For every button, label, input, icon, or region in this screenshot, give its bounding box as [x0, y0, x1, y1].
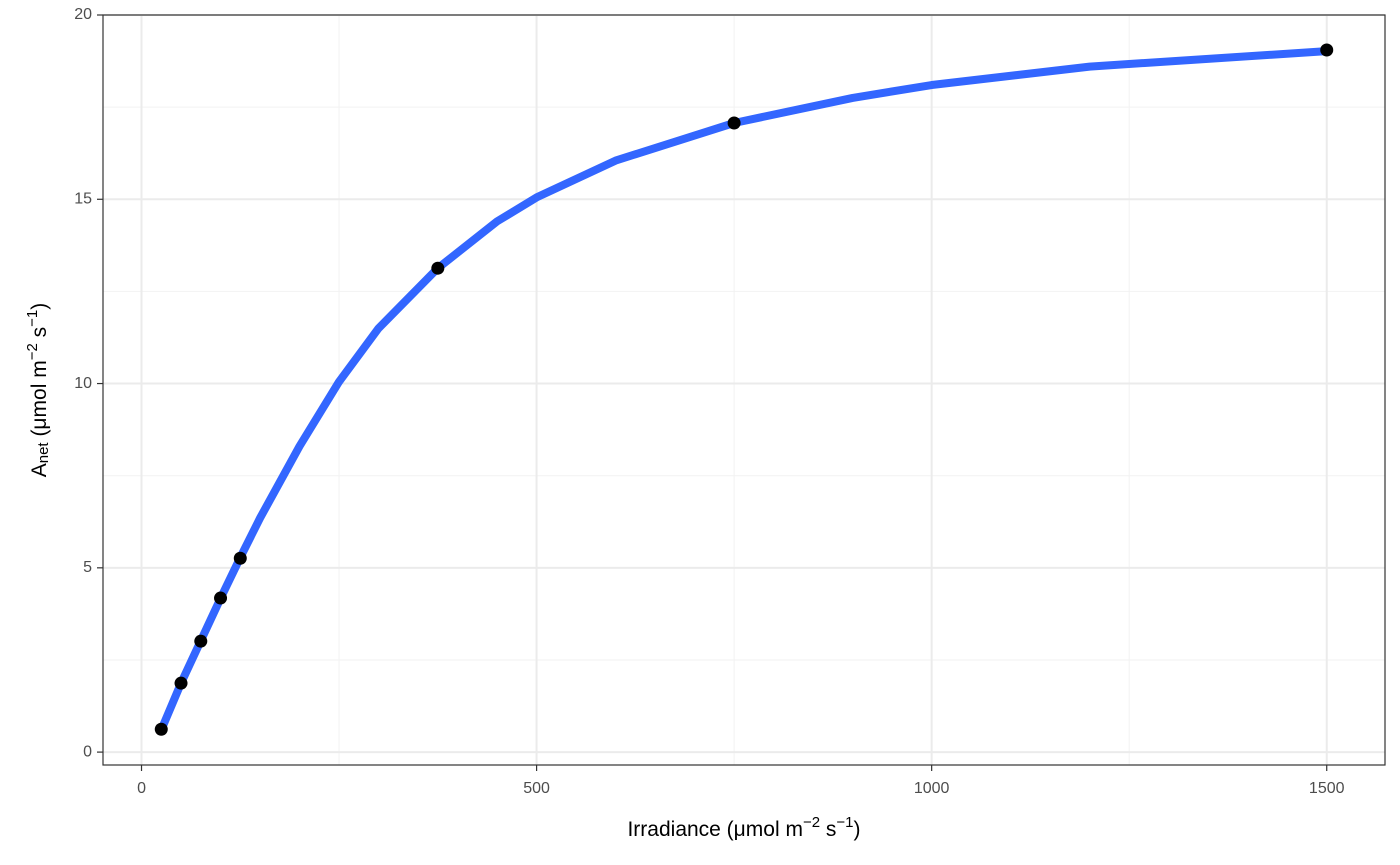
axis-title-part: ) [854, 818, 861, 841]
point [233, 551, 247, 565]
y-tick-label: 5 [83, 559, 92, 576]
axis-title-part: (μmol m [28, 360, 51, 442]
axis-title-part: s [820, 818, 836, 841]
point [154, 722, 168, 736]
x-tick-label: 1000 [914, 780, 950, 797]
axis-title-part: ) [28, 303, 51, 310]
axis-title-part: s [28, 327, 51, 343]
point [727, 116, 741, 130]
axis-title-part: A [28, 463, 51, 477]
x-tick-label: 500 [523, 780, 550, 797]
point [214, 591, 228, 605]
axis-title-part: net [35, 442, 52, 464]
fit-line [157, 47, 1327, 732]
plot-panel [103, 15, 1385, 765]
x-tick-label: 0 [137, 780, 146, 797]
axis-title: Anet (μmol m−2 s−1) [24, 303, 52, 478]
axis-title-part: −1 [836, 814, 853, 831]
axis-title-part: −1 [24, 310, 41, 327]
x-tick-label: 1500 [1309, 780, 1345, 797]
axis-title-part: −2 [24, 343, 41, 360]
point [194, 634, 208, 648]
panel-border [102, 14, 1386, 766]
point [431, 261, 445, 275]
axis-title-part: Irradiance (μmol m [627, 818, 802, 841]
y-tick-label: 20 [74, 6, 92, 23]
axis-title: Irradiance (μmol m−2 s−1) [627, 814, 860, 840]
y-tick-label: 15 [74, 190, 92, 207]
y-tick-label: 10 [74, 375, 92, 392]
point [1320, 43, 1334, 57]
axis-title-part: −2 [803, 814, 820, 831]
point [174, 676, 188, 690]
y-tick-label: 0 [83, 743, 92, 760]
